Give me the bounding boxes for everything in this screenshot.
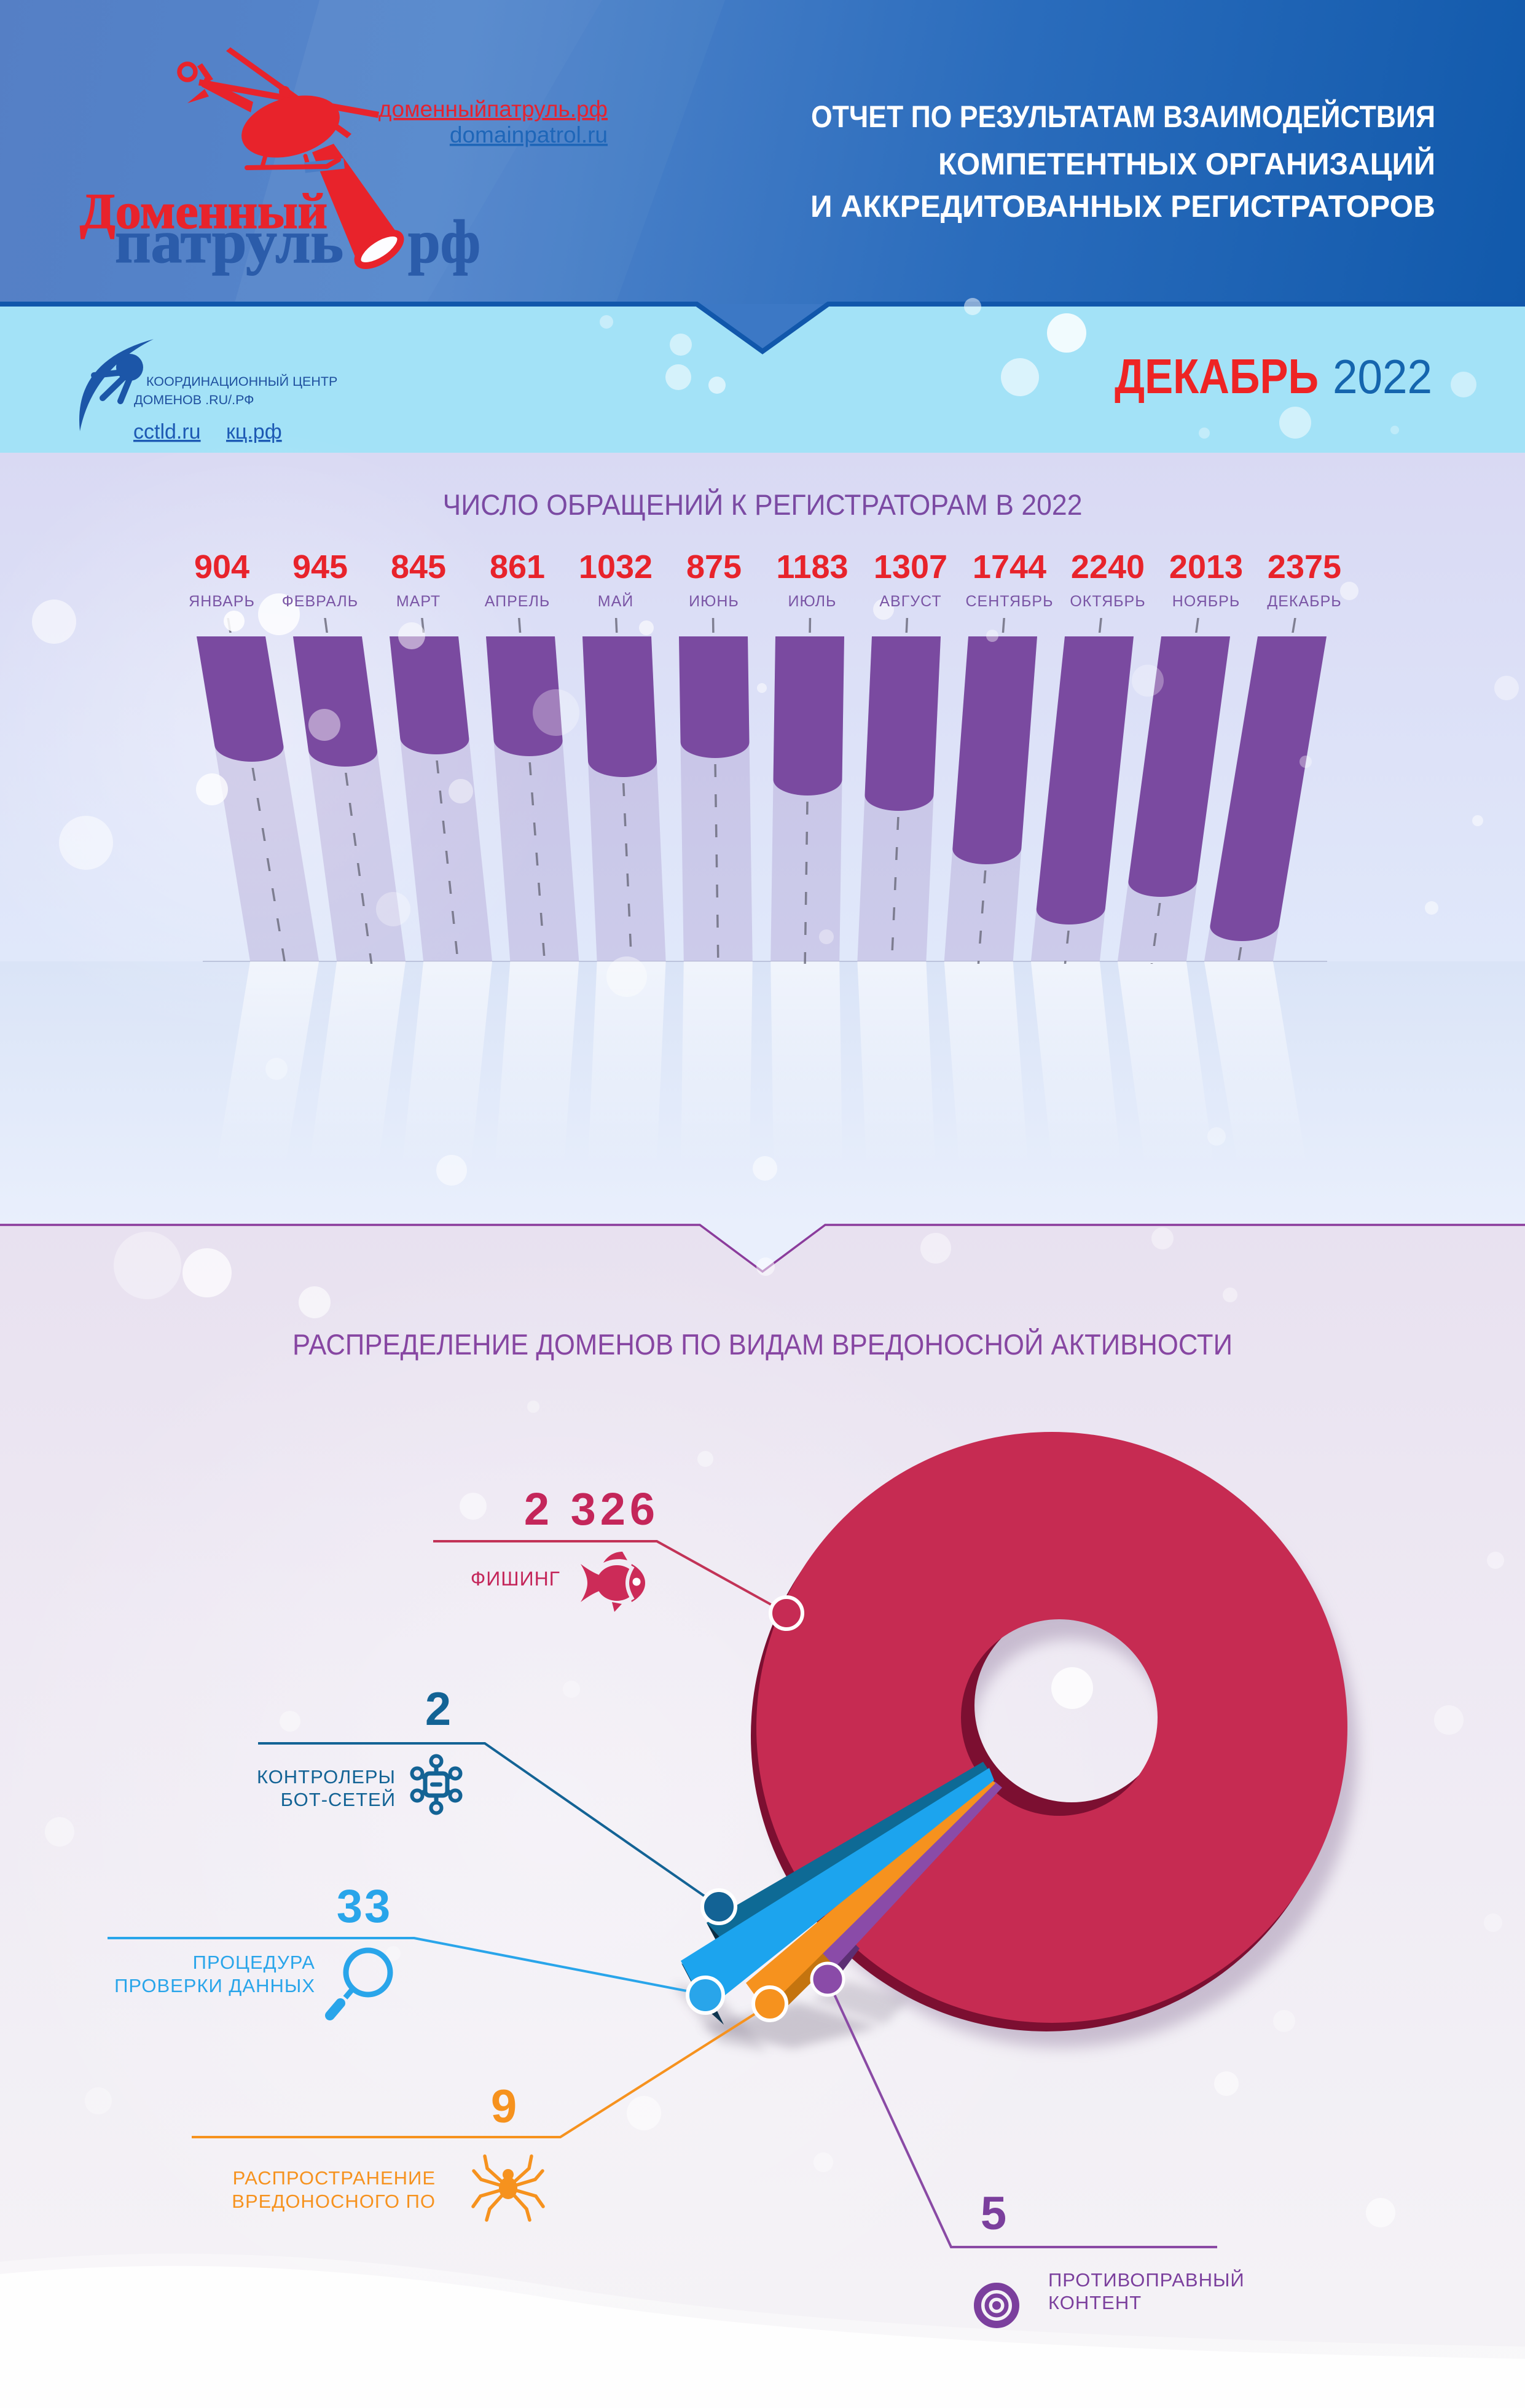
svg-text:domainpatrol.ru: domainpatrol.ru — [450, 122, 608, 147]
svg-text:2022: 2022 — [1333, 350, 1432, 404]
svg-text:НОЯБРЬ: НОЯБРЬ — [1172, 593, 1241, 610]
svg-text:ОТЧЕТ ПО РЕЗУЛЬТАТАМ ВЗАИМОДЕЙ: ОТЧЕТ ПО РЕЗУЛЬТАТАМ ВЗАИМОДЕЙСТВИЯ — [811, 99, 1435, 134]
svg-text:РАСПРЕДЕЛЕНИЕ ДОМЕНОВ ПО ВИДАМ: РАСПРЕДЕЛЕНИЕ ДОМЕНОВ ПО ВИДАМ ВРЕДОНОСН… — [292, 1328, 1233, 1361]
svg-text:МАЙ: МАЙ — [598, 592, 633, 610]
svg-text:КООРДИНАЦИОННЫЙ ЦЕНТР: КООРДИНАЦИОННЫЙ ЦЕНТР — [146, 373, 337, 389]
svg-text:БОТ-СЕТЕЙ: БОТ-СЕТЕЙ — [281, 1788, 396, 1810]
svg-text:СЕНТЯБРЬ: СЕНТЯБРЬ — [965, 593, 1053, 610]
svg-text:ДОМЕНОВ .RU/.РФ: ДОМЕНОВ .RU/.РФ — [134, 393, 254, 407]
svg-text:2375: 2375 — [1268, 549, 1341, 585]
svg-text:доменныйпатруль.рф: доменныйпатруль.рф — [378, 96, 608, 122]
svg-text:ОКТЯБРЬ: ОКТЯБРЬ — [1070, 593, 1145, 610]
svg-text:cctld.ru: cctld.ru — [133, 420, 201, 444]
svg-text:ФИШИНГ: ФИШИНГ — [471, 1568, 560, 1590]
svg-text:904: 904 — [194, 549, 249, 585]
svg-text:1032: 1032 — [579, 549, 653, 585]
svg-text:2240: 2240 — [1071, 549, 1145, 585]
svg-text:2 326: 2 326 — [524, 1484, 659, 1534]
svg-text:КОНТРОЛЕРЫ: КОНТРОЛЕРЫ — [257, 1766, 396, 1788]
svg-text:РАСПРОСТРАНЕНИЕ: РАСПРОСТРАНЕНИЕ — [233, 2167, 436, 2189]
svg-text:ЯНВАРЬ: ЯНВАРЬ — [189, 593, 255, 610]
svg-text:ИЮЛЬ: ИЮЛЬ — [788, 593, 837, 610]
svg-text:ВРЕДОНОСНОГО ПО: ВРЕДОНОСНОГО ПО — [232, 2191, 436, 2212]
svg-text:ДЕКАБРЬ: ДЕКАБРЬ — [1115, 349, 1319, 404]
svg-text:ПРОВЕРКИ ДАННЫХ: ПРОВЕРКИ ДАННЫХ — [114, 1975, 315, 1996]
svg-text:АПРЕЛЬ: АПРЕЛЬ — [485, 593, 551, 610]
svg-text:ПРОТИВОПРАВНЫЙ: ПРОТИВОПРАВНЫЙ — [1048, 2269, 1245, 2291]
svg-text:845: 845 — [391, 549, 446, 585]
svg-text:ИЮНЬ: ИЮНЬ — [689, 593, 739, 610]
svg-text:И АККРЕДИТОВАННЫХ РЕГИСТРАТОРО: И АККРЕДИТОВАННЫХ РЕГИСТРАТОРОВ — [810, 189, 1435, 224]
svg-text:кц.рф: кц.рф — [226, 420, 282, 444]
svg-text:рф: рф — [408, 208, 480, 276]
svg-text:5: 5 — [981, 2187, 1006, 2240]
svg-text:2013: 2013 — [1169, 549, 1243, 585]
svg-text:33: 33 — [337, 1880, 393, 1933]
svg-text:1183: 1183 — [776, 549, 848, 585]
svg-text:патруль: патруль — [115, 208, 343, 276]
svg-text:1744: 1744 — [973, 549, 1046, 585]
svg-text:875: 875 — [686, 549, 742, 585]
svg-text:АВГУСТ: АВГУСТ — [879, 593, 941, 610]
svg-text:ПРОЦЕДУРА: ПРОЦЕДУРА — [193, 1952, 315, 1973]
svg-text:1307: 1307 — [874, 549, 947, 585]
svg-text:КОНТЕНТ: КОНТЕНТ — [1048, 2292, 1142, 2313]
svg-text:ЧИСЛО ОБРАЩЕНИЙ К РЕГИСТРАТОРА: ЧИСЛО ОБРАЩЕНИЙ К РЕГИСТРАТОРАМ В 2022 — [443, 488, 1083, 521]
svg-text:Доменный: Доменный — [80, 183, 327, 239]
svg-text:9: 9 — [491, 2081, 517, 2133]
svg-text:2: 2 — [425, 1683, 451, 1735]
svg-text:ФЕВРАЛЬ: ФЕВРАЛЬ — [282, 593, 358, 610]
svg-text:КОМПЕТЕНТНЫХ ОРГАНИЗАЦИЙ: КОМПЕТЕНТНЫХ ОРГАНИЗАЦИЙ — [938, 146, 1435, 181]
svg-text:ДЕКАБРЬ: ДЕКАБРЬ — [1267, 593, 1341, 610]
svg-text:МАРТ: МАРТ — [396, 593, 441, 610]
svg-text:861: 861 — [490, 549, 545, 585]
svg-text:945: 945 — [292, 549, 348, 585]
